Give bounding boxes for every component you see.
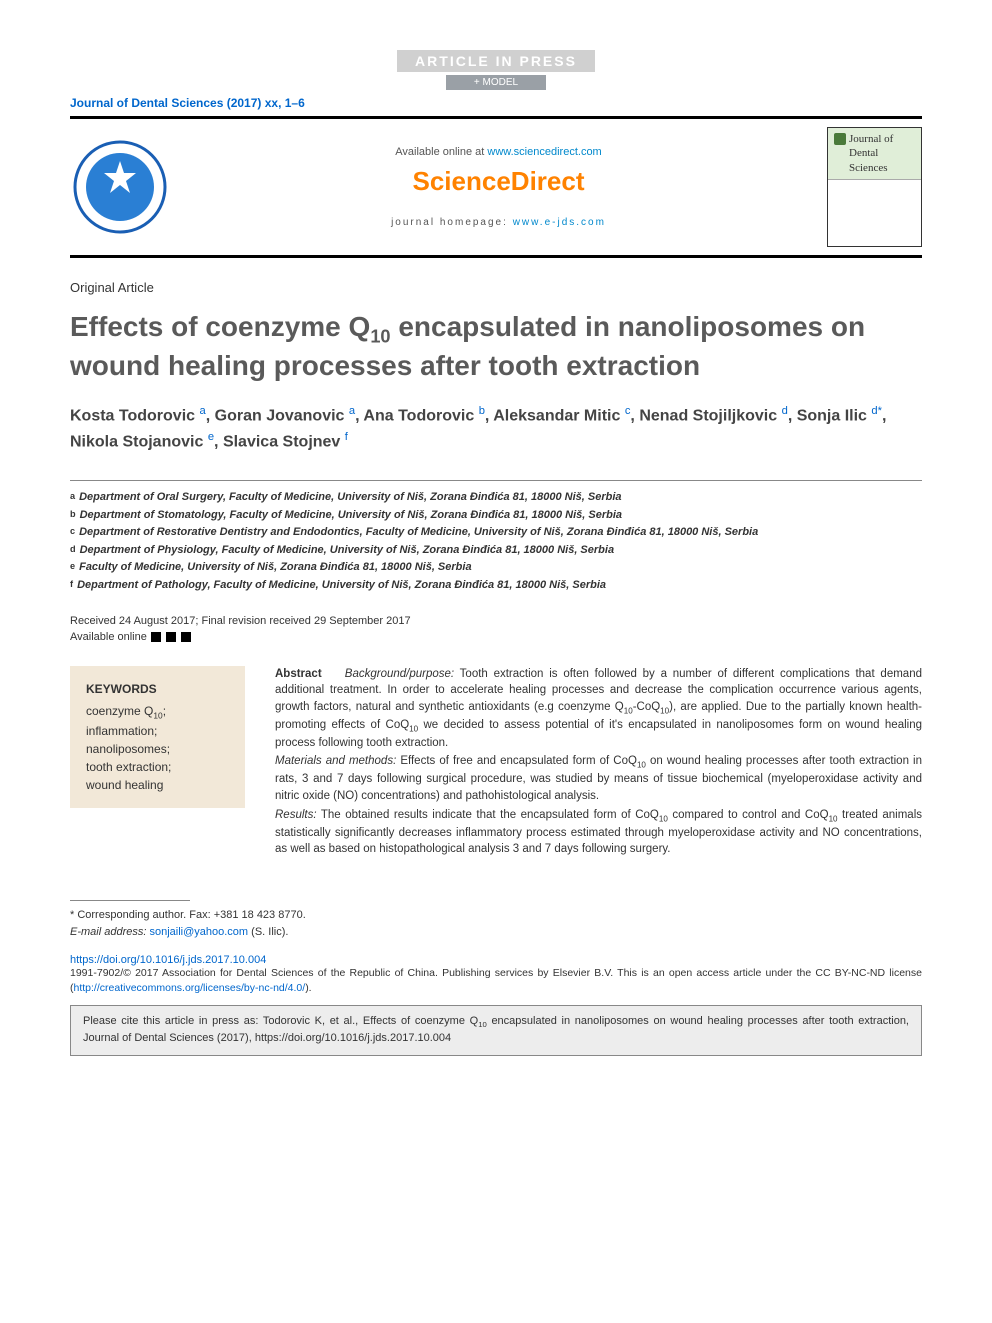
cover-icon xyxy=(834,133,846,145)
header-center: Available online at www.sciencedirect.co… xyxy=(184,146,813,228)
keywords-list: coenzyme Q10;inflammation;nanoliposomes;… xyxy=(86,702,229,794)
article-type: Original Article xyxy=(70,280,922,295)
journal-homepage-link[interactable]: www.e-jds.com xyxy=(513,217,606,228)
journal-reference: Journal of Dental Sciences (2017) xx, 1–… xyxy=(70,96,922,110)
article-title: Effects of coenzyme Q10 encapsulated in … xyxy=(70,309,922,383)
affiliation-row: cDepartment of Restorative Dentistry and… xyxy=(70,524,922,542)
affiliation-row: fDepartment of Pathology, Faculty of Med… xyxy=(70,577,922,595)
affiliation-row: aDepartment of Oral Surgery, Faculty of … xyxy=(70,489,922,507)
placeholder-box xyxy=(166,632,176,642)
doi-line: https://doi.org/10.1016/j.jds.2017.10.00… xyxy=(70,954,922,966)
sciencedirect-link[interactable]: www.sciencedirect.com xyxy=(487,146,601,158)
license-link[interactable]: http://creativecommons.org/licenses/by-n… xyxy=(74,982,306,994)
aip-label: ARTICLE IN PRESS xyxy=(397,50,595,72)
affiliation-row: bDepartment of Stomatology, Faculty of M… xyxy=(70,507,922,525)
authors-list: Kosta Todorovic a, Goran Jovanovic a, An… xyxy=(70,403,922,454)
placeholder-box xyxy=(151,632,161,642)
keywords-heading: KEYWORDS xyxy=(86,680,229,698)
copyright-line: 1991-7902/© 2017 Association for Dental … xyxy=(70,966,922,995)
divider xyxy=(70,480,922,481)
doi-link[interactable]: https://doi.org/10.1016/j.jds.2017.10.00… xyxy=(70,954,266,966)
journal-header: Available online at www.sciencedirect.co… xyxy=(70,116,922,258)
abstract-section: KEYWORDS coenzyme Q10;inflammation;nanol… xyxy=(70,666,922,861)
abstract-body: Abstract Background/purpose: Tooth extra… xyxy=(275,666,922,861)
model-label: + MODEL xyxy=(446,75,546,90)
article-dates: Received 24 August 2017; Final revision … xyxy=(70,613,922,646)
keywords-box: KEYWORDS coenzyme Q10;inflammation;nanol… xyxy=(70,666,245,808)
cover-title: Journal of Dental Sciences xyxy=(849,132,915,175)
affiliations-list: aDepartment of Oral Surgery, Faculty of … xyxy=(70,489,922,595)
available-online-line: Available online at www.sciencedirect.co… xyxy=(395,146,601,158)
society-logo xyxy=(70,137,170,237)
citation-box: Please cite this article in press as: To… xyxy=(70,1005,922,1055)
email-link[interactable]: sonjaili@yahoo.com xyxy=(149,926,248,938)
affiliation-row: eFaculty of Medicine, University of Niš,… xyxy=(70,559,922,577)
journal-homepage-line: journal homepage: www.e-jds.com xyxy=(391,217,606,228)
affiliation-row: dDepartment of Physiology, Faculty of Me… xyxy=(70,542,922,560)
sciencedirect-logo: ScienceDirect xyxy=(413,166,585,197)
footnote-divider xyxy=(70,900,190,901)
article-in-press-banner: ARTICLE IN PRESS + MODEL xyxy=(70,50,922,90)
corresponding-author: * Corresponding author. Fax: +381 18 423… xyxy=(70,907,922,940)
journal-cover: Journal of Dental Sciences xyxy=(827,127,922,247)
placeholder-box xyxy=(181,632,191,642)
